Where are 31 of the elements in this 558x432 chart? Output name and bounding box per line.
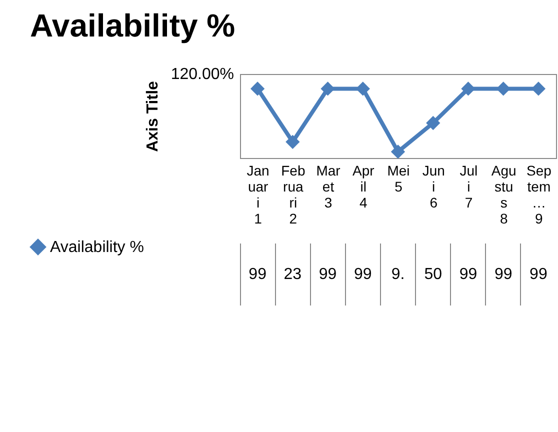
x-tick-label: Juni 6 — [422, 162, 445, 210]
x-tick-label: Maret 3 — [316, 162, 341, 210]
point — [496, 82, 510, 96]
data-label: 99 — [530, 266, 548, 283]
legend-label: Availability % — [50, 239, 144, 256]
x-tick-label: Juli 7 — [460, 162, 478, 210]
x-tick-label: Februari 2 — [281, 162, 306, 226]
x-tick-label: April 4 — [352, 162, 375, 210]
x-tick-label: Januari 1 — [246, 162, 270, 226]
data-label: 99 — [318, 266, 337, 283]
data-label: 9. — [391, 266, 405, 283]
point — [426, 116, 440, 130]
point — [390, 144, 406, 159]
data-label: 99 — [248, 266, 267, 283]
point — [531, 82, 546, 96]
point — [250, 82, 265, 96]
data-label: 99 — [494, 266, 512, 283]
data-label: 99 — [354, 266, 372, 283]
data-label: 99 — [459, 266, 478, 283]
point — [356, 82, 370, 96]
y-axis-title: Axis Title — [144, 80, 162, 152]
point — [320, 82, 335, 96]
x-tick-label: Mei 5 — [387, 162, 410, 194]
data-label: 50 — [424, 266, 442, 283]
chart-title: Availability % — [30, 8, 236, 44]
x-tick-label: Agustus 8 — [491, 162, 516, 226]
text: 120.00% — [170, 66, 234, 83]
x-tick-label: Septem… 9 — [526, 162, 552, 226]
data-label: 23 — [284, 266, 302, 283]
point — [461, 82, 476, 96]
point — [286, 134, 300, 149]
